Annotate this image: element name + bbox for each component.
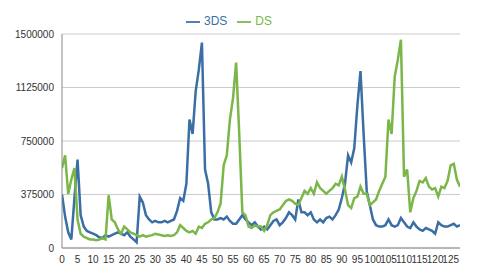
html-text:3DS: 3DS	[204, 14, 228, 28]
svg-text:50: 50	[212, 254, 224, 265]
svg-text:85: 85	[321, 254, 333, 265]
svg-text:0: 0	[48, 243, 54, 254]
svg-text:65: 65	[259, 254, 271, 265]
svg-text:20: 20	[119, 254, 131, 265]
svg-text:5: 5	[75, 254, 81, 265]
svg-text:100: 100	[365, 254, 382, 265]
svg-text:55: 55	[227, 254, 239, 265]
svg-text:30: 30	[150, 254, 162, 265]
svg-text:70: 70	[274, 254, 286, 265]
svg-text:1125000: 1125000	[16, 82, 55, 93]
svg-text:95: 95	[352, 254, 364, 265]
svg-text:375000: 375000	[21, 189, 55, 200]
svg-text:1500000: 1500000	[15, 29, 54, 40]
svg-text:120: 120	[427, 254, 444, 265]
svg-text:105: 105	[380, 254, 397, 265]
svg-text:10: 10	[88, 254, 100, 265]
svg-text:15: 15	[103, 254, 115, 265]
svg-text:80: 80	[305, 254, 317, 265]
svg-text:75: 75	[290, 254, 302, 265]
svg-text:125: 125	[442, 254, 459, 265]
svg-text:40: 40	[181, 254, 193, 265]
svg-text:25: 25	[134, 254, 146, 265]
svg-text:750000: 750000	[21, 136, 55, 147]
svg-text:60: 60	[243, 254, 255, 265]
svg-text:0: 0	[59, 254, 65, 265]
svg-text:115: 115	[412, 254, 428, 265]
svg-text:45: 45	[196, 254, 208, 265]
svg-text:90: 90	[336, 254, 348, 265]
svg-text:110: 110	[396, 254, 412, 265]
html-text:DS: DS	[255, 14, 272, 28]
svg-text:35: 35	[165, 254, 177, 265]
